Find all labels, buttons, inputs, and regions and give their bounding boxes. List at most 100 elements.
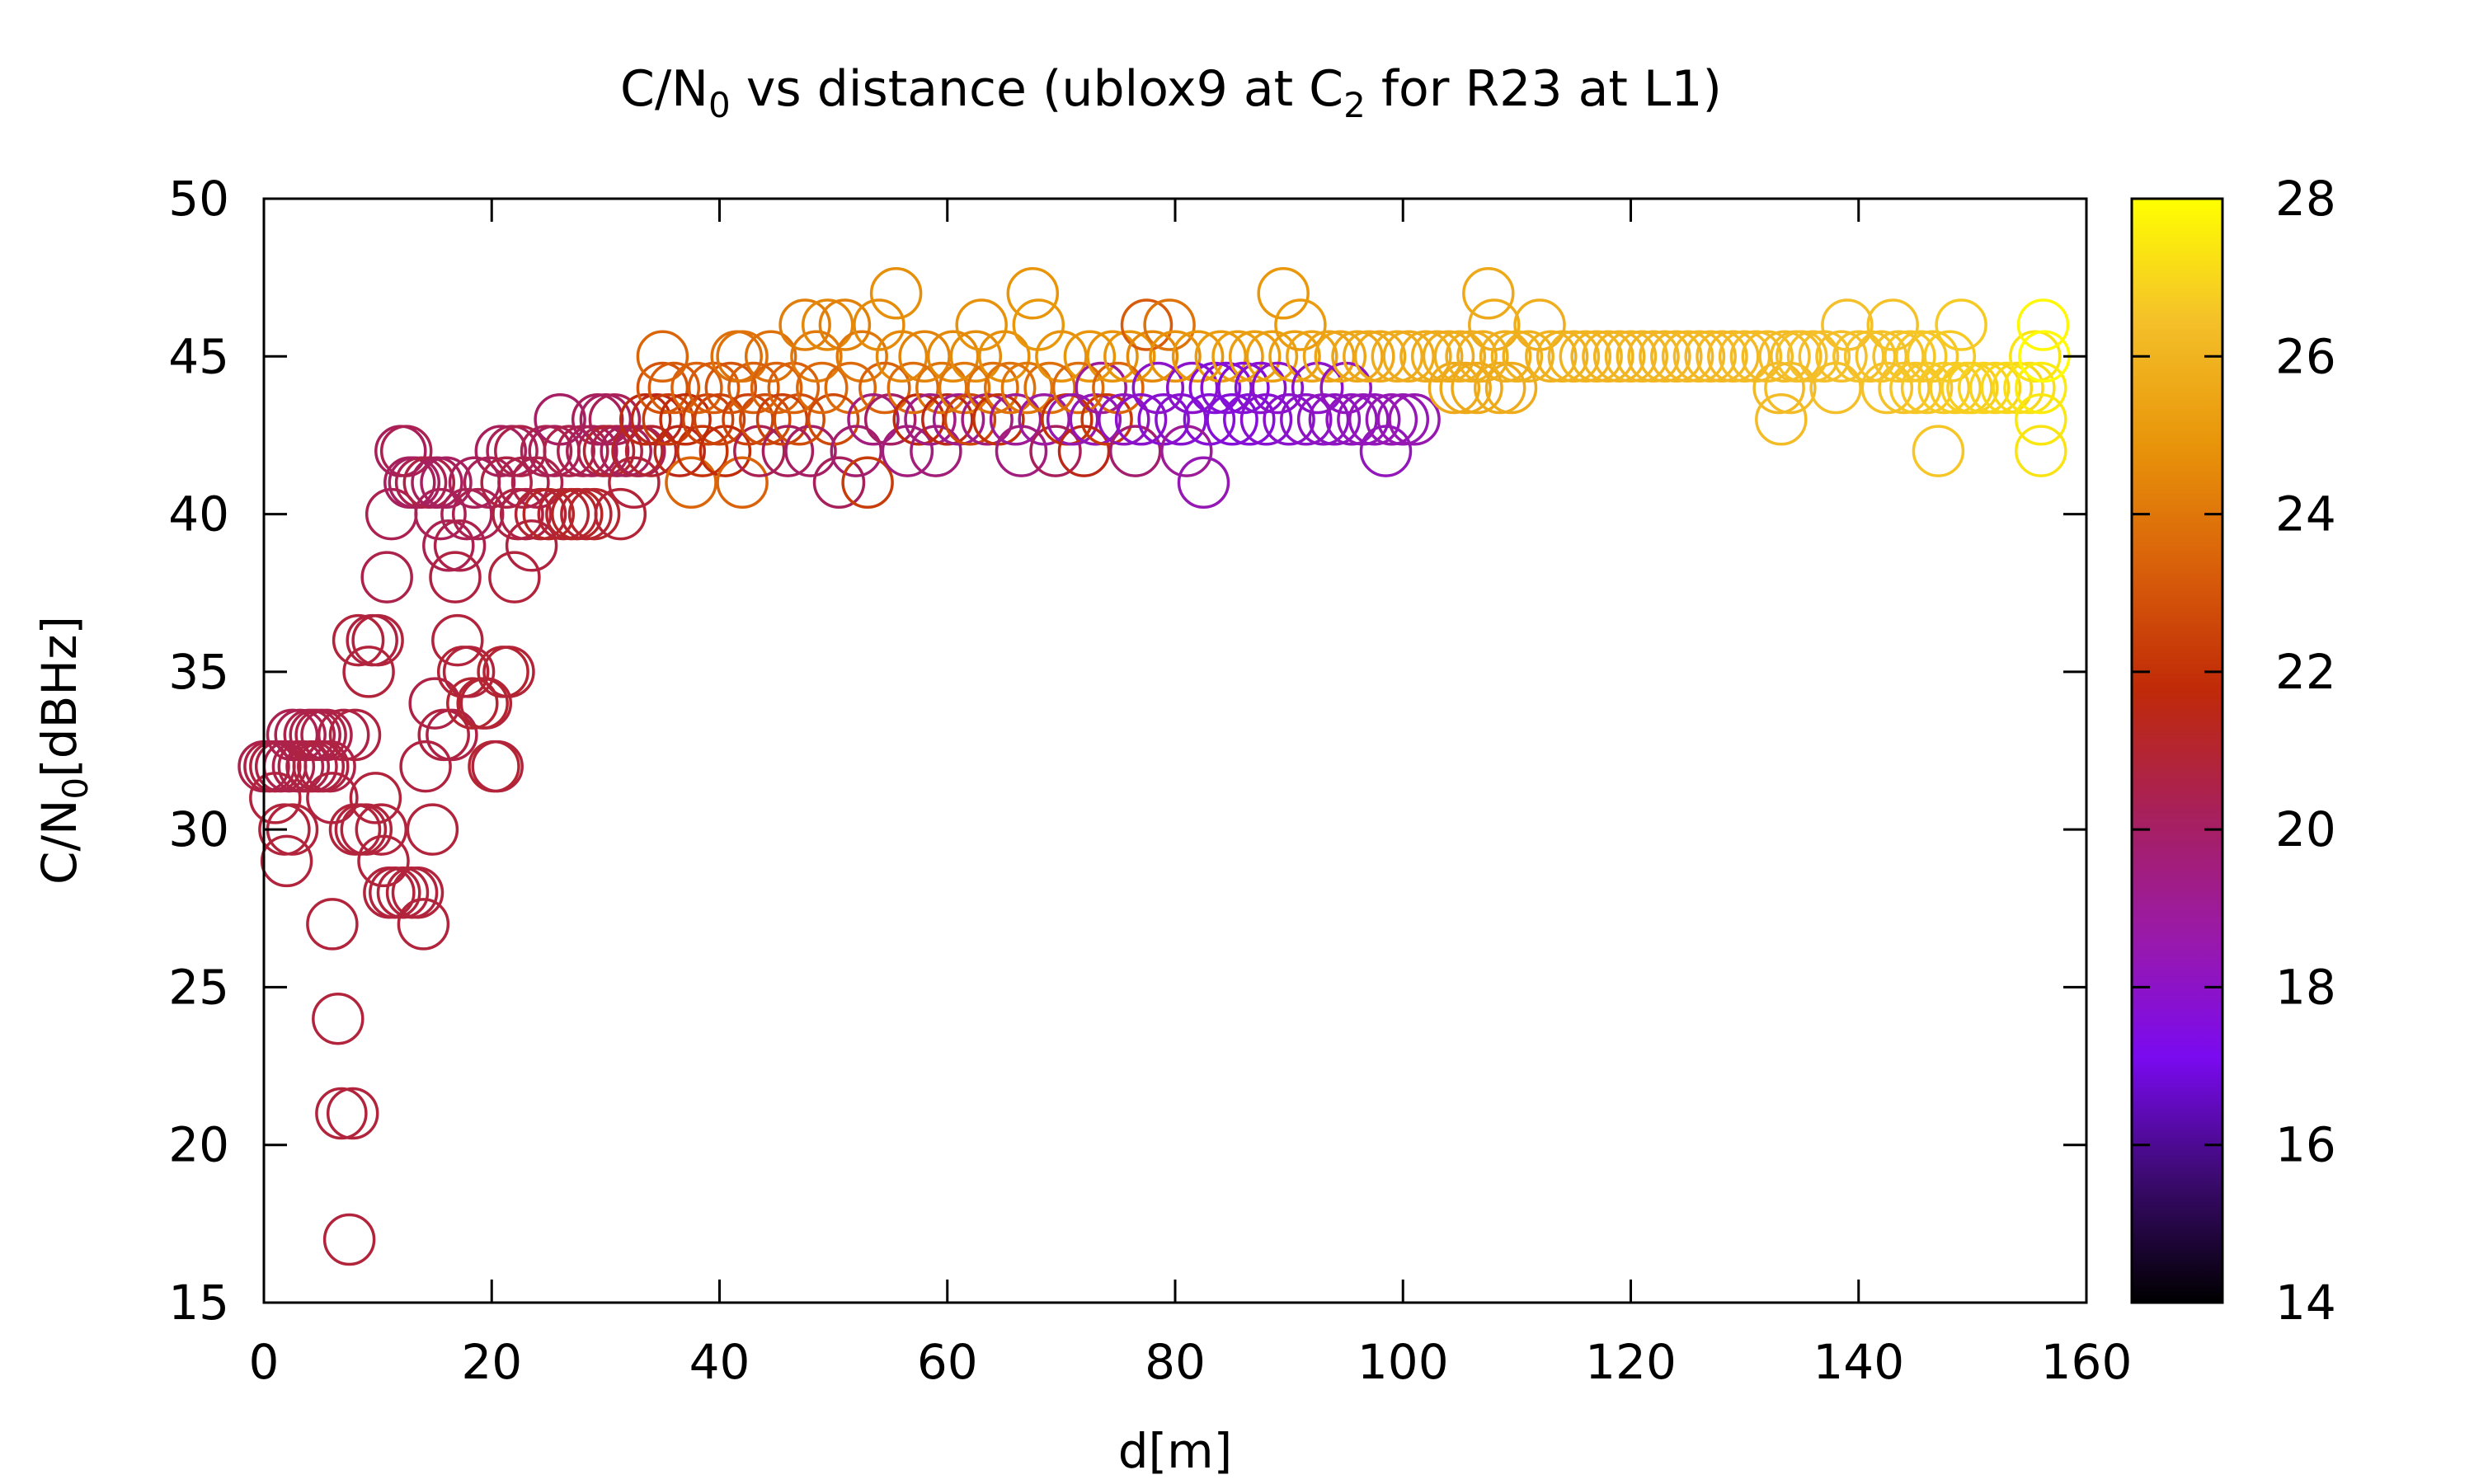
data-point <box>459 677 513 730</box>
data-point <box>1815 330 1868 383</box>
data-point <box>1935 298 1987 351</box>
data-point <box>978 330 1031 383</box>
data-point <box>1206 393 1258 446</box>
data-point <box>841 456 894 510</box>
data-point <box>1239 393 1293 446</box>
data-point <box>807 393 860 446</box>
data-point <box>1382 330 1435 383</box>
data-point <box>949 330 1003 383</box>
data-point <box>426 708 478 762</box>
data-point <box>1456 330 1509 383</box>
data-point <box>1308 393 1362 446</box>
data-point <box>1388 393 1441 446</box>
data-point <box>1661 330 1714 383</box>
data-point <box>1616 330 1669 383</box>
data-point <box>835 330 888 383</box>
data-point <box>1319 361 1372 415</box>
data-point <box>1422 330 1475 383</box>
data-point <box>315 1087 368 1140</box>
data-point <box>727 361 780 415</box>
data-point <box>300 708 353 762</box>
data-point <box>1035 330 1088 383</box>
data-point <box>1086 330 1139 383</box>
data-point <box>1041 393 1094 446</box>
x-axis-label: d[m] <box>1118 1423 1233 1479</box>
data-point <box>1331 330 1384 383</box>
data-point <box>2003 361 2056 415</box>
data-point <box>1479 330 1532 383</box>
data-point <box>1570 330 1623 383</box>
data-point <box>1046 393 1099 446</box>
data-point <box>1165 361 1219 415</box>
data-point <box>408 677 461 730</box>
data-point <box>1126 330 1179 383</box>
colorbar-tick-label: 26 <box>2275 328 2336 384</box>
data-point <box>420 456 473 510</box>
data-point <box>910 425 962 477</box>
data-point <box>322 1213 376 1266</box>
data-point <box>499 487 553 541</box>
data-point <box>898 330 951 383</box>
y-tick-label: 45 <box>168 328 229 384</box>
data-point <box>1069 393 1122 446</box>
data-point <box>2016 298 2070 351</box>
data-point <box>1462 267 1515 320</box>
y-tick-label: 30 <box>168 801 229 857</box>
data-point <box>346 613 398 667</box>
data-points <box>238 267 2071 1266</box>
data-point <box>1114 393 1168 446</box>
data-point <box>722 393 774 446</box>
data-point <box>1451 361 1503 415</box>
data-point <box>429 551 482 603</box>
data-point <box>1929 361 1982 415</box>
data-point <box>1729 330 1783 383</box>
data-point <box>543 425 595 477</box>
data-point <box>1582 330 1634 383</box>
data-point <box>887 361 940 415</box>
data-point <box>505 519 558 572</box>
data-point <box>733 425 786 477</box>
data-point <box>989 393 1042 446</box>
data-point <box>363 866 416 919</box>
data-point <box>1707 330 1760 383</box>
data-point <box>1012 298 1065 351</box>
data-point <box>1120 298 1174 351</box>
data-point <box>342 646 395 698</box>
data-point <box>1291 361 1344 415</box>
data-point <box>853 298 905 351</box>
data-point <box>1502 330 1554 383</box>
data-point <box>442 646 496 698</box>
colorbar-tick-label: 20 <box>2275 801 2336 857</box>
data-point <box>433 519 487 572</box>
data-point <box>881 425 934 477</box>
data-point <box>1980 361 2034 415</box>
data-point <box>1143 298 1196 351</box>
data-point <box>693 393 746 446</box>
x-tick-label: 40 <box>689 1334 750 1390</box>
y-tick-label: 15 <box>168 1275 229 1331</box>
data-point <box>1251 361 1305 415</box>
data-point <box>784 425 837 477</box>
data-point <box>1302 330 1356 383</box>
data-point <box>1410 330 1464 383</box>
x-tick-label: 20 <box>461 1334 522 1390</box>
data-point <box>471 740 524 793</box>
data-point <box>399 740 452 793</box>
data-point <box>1427 361 1481 415</box>
data-point <box>1821 298 1874 351</box>
colorbar-tick-label: 16 <box>2275 1117 2336 1173</box>
data-point <box>926 330 980 383</box>
data-point <box>614 425 666 477</box>
data-point <box>801 298 854 351</box>
data-point <box>830 425 883 477</box>
y-axis-label: C/N0[dBHz] <box>31 616 96 885</box>
data-point <box>1639 330 1691 383</box>
data-point <box>796 361 849 415</box>
data-point <box>306 898 359 951</box>
data-point <box>1286 330 1338 383</box>
data-point <box>1171 330 1225 383</box>
data-point <box>1809 361 1862 415</box>
data-point <box>1473 361 1526 415</box>
data-point <box>1672 330 1726 383</box>
data-point <box>406 803 459 856</box>
